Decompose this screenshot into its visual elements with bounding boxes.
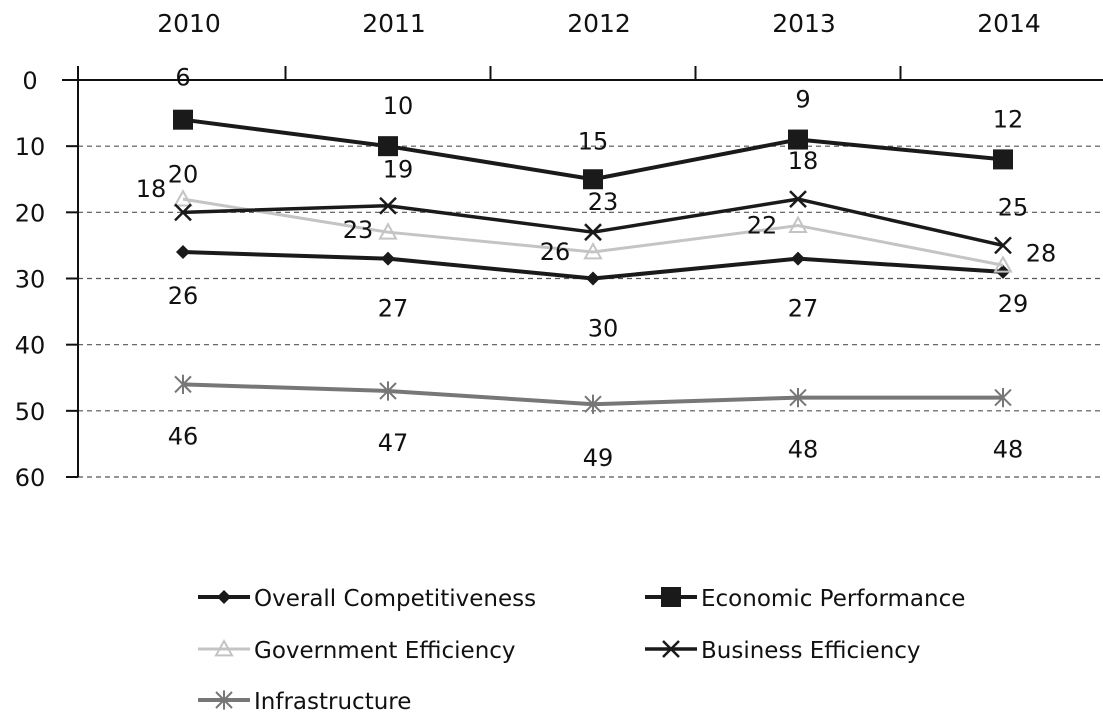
data-point bbox=[993, 149, 1013, 170]
legend-label: Infrastructure bbox=[254, 689, 411, 713]
legend-marker bbox=[662, 640, 680, 658]
data-point bbox=[176, 245, 190, 260]
y-tick-label: 40 bbox=[15, 332, 46, 360]
data-label: 18 bbox=[136, 175, 167, 203]
data-point bbox=[788, 129, 808, 150]
data-point bbox=[378, 136, 398, 157]
x-tick-label: 2014 bbox=[977, 9, 1041, 38]
data-label: 48 bbox=[788, 436, 819, 464]
data-label: 47 bbox=[378, 429, 409, 457]
data-point bbox=[584, 394, 602, 414]
legend-marker bbox=[215, 690, 233, 710]
data-label: 26 bbox=[540, 238, 571, 266]
y-tick-label: 10 bbox=[15, 133, 46, 161]
x-tick-label: 2010 bbox=[157, 9, 221, 38]
data-label: 23 bbox=[343, 216, 374, 244]
legend-label: Business Efficiency bbox=[701, 638, 921, 664]
data-label: 26 bbox=[168, 282, 199, 310]
data-point bbox=[381, 251, 395, 266]
legend-marker bbox=[661, 587, 681, 607]
y-tick-label: 60 bbox=[15, 464, 46, 492]
x-tick-label: 2013 bbox=[772, 9, 836, 38]
data-label: 48 bbox=[993, 436, 1024, 464]
data-label: 27 bbox=[788, 295, 819, 323]
data-label: 18 bbox=[788, 147, 819, 175]
data-point bbox=[583, 169, 603, 190]
data-label: 25 bbox=[998, 193, 1029, 221]
legend-label: Overall Competitiveness bbox=[254, 586, 536, 612]
data-point bbox=[173, 189, 193, 207]
data-label: 6 bbox=[175, 64, 190, 92]
y-tick-label: 30 bbox=[15, 266, 46, 294]
data-point bbox=[174, 374, 192, 394]
data-point bbox=[586, 271, 600, 286]
y-tick-label: 50 bbox=[15, 398, 46, 426]
data-label: 49 bbox=[583, 444, 614, 472]
data-label: 22 bbox=[747, 212, 778, 240]
data-label: 30 bbox=[588, 315, 619, 343]
data-label: 28 bbox=[1026, 239, 1057, 267]
legend-label: Government Efficiency bbox=[254, 638, 516, 664]
data-point bbox=[379, 196, 397, 215]
data-point bbox=[993, 255, 1013, 273]
data-label: 15 bbox=[578, 127, 609, 155]
legend-marker bbox=[214, 638, 234, 657]
data-point bbox=[994, 388, 1012, 408]
x-tick-label: 2011 bbox=[362, 9, 426, 38]
data-label: 29 bbox=[998, 290, 1029, 318]
data-label: 19 bbox=[383, 156, 414, 184]
data-point bbox=[789, 190, 807, 208]
data-label: 46 bbox=[168, 422, 199, 450]
y-tick-label: 20 bbox=[15, 199, 46, 227]
data-point bbox=[174, 203, 192, 222]
data-label: 23 bbox=[588, 188, 619, 216]
y-tick-label: 0 bbox=[22, 67, 37, 95]
data-point bbox=[583, 241, 603, 260]
data-label: 20 bbox=[168, 160, 199, 188]
data-point bbox=[584, 223, 602, 242]
x-tick-label: 2012 bbox=[567, 9, 631, 38]
data-label: 12 bbox=[993, 105, 1024, 133]
data-point bbox=[789, 388, 807, 408]
legend-marker bbox=[217, 590, 231, 604]
data-point bbox=[788, 215, 808, 233]
data-point bbox=[173, 109, 193, 130]
data-label: 9 bbox=[795, 86, 810, 114]
data-label: 10 bbox=[383, 92, 414, 120]
data-label: 27 bbox=[378, 295, 409, 323]
data-point bbox=[379, 381, 397, 401]
series-line-2 bbox=[182, 197, 1004, 267]
data-point bbox=[378, 222, 398, 240]
data-point bbox=[791, 251, 805, 266]
data-point bbox=[994, 236, 1012, 255]
legend-label: Economic Performance bbox=[701, 586, 965, 612]
